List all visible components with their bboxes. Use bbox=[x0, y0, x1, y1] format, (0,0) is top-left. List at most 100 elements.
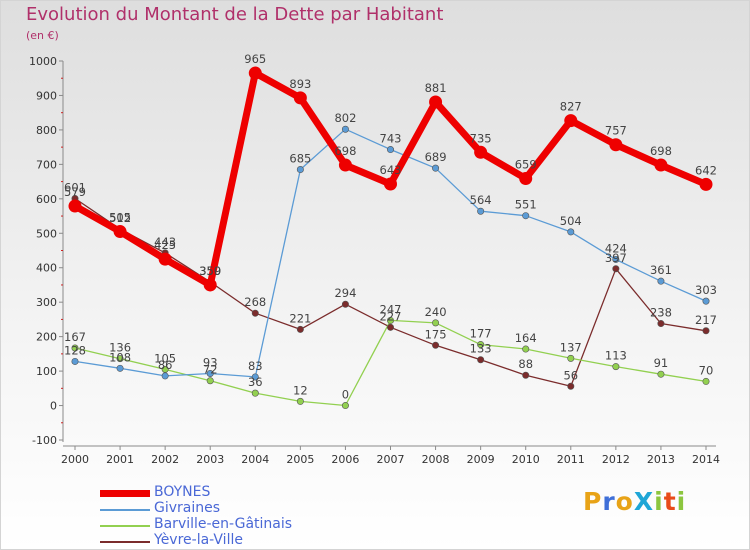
data-label: 137 bbox=[560, 340, 582, 354]
x-tick-label: 2012 bbox=[602, 453, 630, 466]
logo-letter: P bbox=[583, 487, 603, 516]
data-point bbox=[612, 265, 620, 273]
x-tick-label: 2006 bbox=[331, 453, 359, 466]
logo-letter: o bbox=[615, 487, 634, 516]
data-label: 136 bbox=[109, 341, 131, 355]
data-label: 167 bbox=[64, 330, 86, 344]
data-point bbox=[429, 95, 443, 109]
data-point bbox=[293, 91, 307, 105]
data-label: 424 bbox=[605, 241, 627, 255]
data-point bbox=[113, 225, 127, 239]
data-point bbox=[522, 212, 530, 220]
x-tick-label: 2002 bbox=[151, 453, 179, 466]
data-label: 70 bbox=[699, 363, 714, 377]
data-point bbox=[116, 355, 124, 363]
data-label: 359 bbox=[199, 264, 221, 278]
data-label: 579 bbox=[64, 185, 86, 199]
data-point bbox=[248, 66, 262, 80]
data-point bbox=[71, 357, 79, 365]
data-label: 643 bbox=[380, 163, 402, 177]
data-label: 113 bbox=[605, 349, 627, 363]
logo-letter: i bbox=[676, 487, 687, 516]
data-point bbox=[341, 125, 349, 133]
data-point bbox=[522, 345, 530, 353]
data-label: 86 bbox=[158, 358, 173, 372]
data-label: 83 bbox=[248, 359, 263, 373]
data-point bbox=[116, 364, 124, 372]
data-point bbox=[386, 316, 394, 324]
y-tick-label: 0 bbox=[50, 400, 57, 413]
data-label: 268 bbox=[244, 295, 266, 309]
y-tick-label: 1000 bbox=[29, 55, 57, 68]
legend-item-yevre: Yèvre-la-Ville bbox=[100, 532, 360, 549]
data-labels: 601 512 443 359 268 221 294 227 175 133 88 56 397 238… bbox=[64, 52, 717, 401]
legend-label-boynes: BOYNES bbox=[154, 484, 211, 500]
data-point bbox=[474, 145, 488, 159]
data-label: 397 bbox=[605, 251, 627, 265]
legend: BOYNES Givraines Barville-en-Gâtinais Yè… bbox=[100, 484, 360, 549]
data-label: 91 bbox=[654, 356, 669, 370]
data-label: 512 bbox=[109, 211, 131, 225]
legend-label-barville: Barville-en-Gâtinais bbox=[154, 516, 293, 532]
x-tick-label: 2004 bbox=[241, 453, 269, 466]
data-label: 698 bbox=[650, 144, 672, 158]
data-label: 698 bbox=[334, 144, 356, 158]
data-label: 294 bbox=[334, 286, 356, 300]
data-point bbox=[206, 370, 214, 378]
data-label: 505 bbox=[109, 211, 131, 225]
legend-item-givraines: Givraines bbox=[100, 500, 360, 517]
data-point bbox=[612, 363, 620, 371]
axes: -100010020030040050060070080090010002000… bbox=[29, 55, 720, 466]
data-label: 164 bbox=[515, 331, 537, 345]
data-label: 757 bbox=[605, 124, 627, 138]
data-point bbox=[161, 372, 169, 380]
legend-swatch-barville bbox=[100, 525, 150, 527]
legend-item-boynes: BOYNES bbox=[100, 484, 360, 501]
data-point bbox=[609, 138, 623, 152]
data-point bbox=[384, 177, 397, 191]
data-point bbox=[567, 354, 575, 362]
data-label: 743 bbox=[380, 132, 402, 146]
legend-swatch-boynes bbox=[100, 490, 150, 497]
x-tick-label: 2007 bbox=[377, 453, 405, 466]
data-label: 601 bbox=[64, 180, 86, 194]
data-point bbox=[296, 166, 304, 174]
data-label: 551 bbox=[515, 198, 537, 212]
data-point bbox=[432, 164, 440, 172]
data-point bbox=[522, 371, 530, 379]
data-label: 504 bbox=[560, 214, 582, 228]
data-label: 227 bbox=[380, 309, 402, 323]
x-tick-label: 2001 bbox=[106, 453, 134, 466]
data-label: 240 bbox=[425, 305, 447, 319]
data-point bbox=[477, 207, 485, 215]
data-point bbox=[386, 323, 394, 331]
legend-item-barville: Barville-en-Gâtinais bbox=[100, 516, 360, 533]
data-label: 108 bbox=[109, 350, 131, 364]
data-point bbox=[341, 300, 349, 308]
y-tick-label: 400 bbox=[36, 262, 57, 275]
data-label: 965 bbox=[244, 52, 266, 66]
x-tick-label: 2003 bbox=[196, 453, 224, 466]
data-point bbox=[657, 370, 665, 378]
data-point bbox=[338, 158, 352, 172]
data-label: 72 bbox=[203, 363, 218, 377]
logo-letter: t bbox=[663, 487, 677, 516]
data-point bbox=[702, 327, 710, 335]
logo-letter: r bbox=[602, 487, 616, 516]
y-tick-label: -100 bbox=[32, 434, 57, 447]
series-points bbox=[68, 66, 713, 410]
data-point bbox=[341, 402, 349, 410]
data-point bbox=[296, 325, 304, 333]
data-point bbox=[654, 158, 668, 172]
y-tick-label: 300 bbox=[36, 296, 57, 309]
data-label: 238 bbox=[650, 306, 672, 320]
data-point bbox=[477, 341, 485, 349]
data-label: 564 bbox=[470, 193, 492, 207]
y-tick-label: 800 bbox=[36, 124, 57, 137]
data-point bbox=[203, 278, 217, 292]
data-label: 36 bbox=[248, 375, 263, 389]
data-point bbox=[68, 199, 82, 213]
data-label: 0 bbox=[342, 388, 349, 402]
chart-title: Evolution du Montant de la Dette par Hab… bbox=[26, 4, 444, 25]
